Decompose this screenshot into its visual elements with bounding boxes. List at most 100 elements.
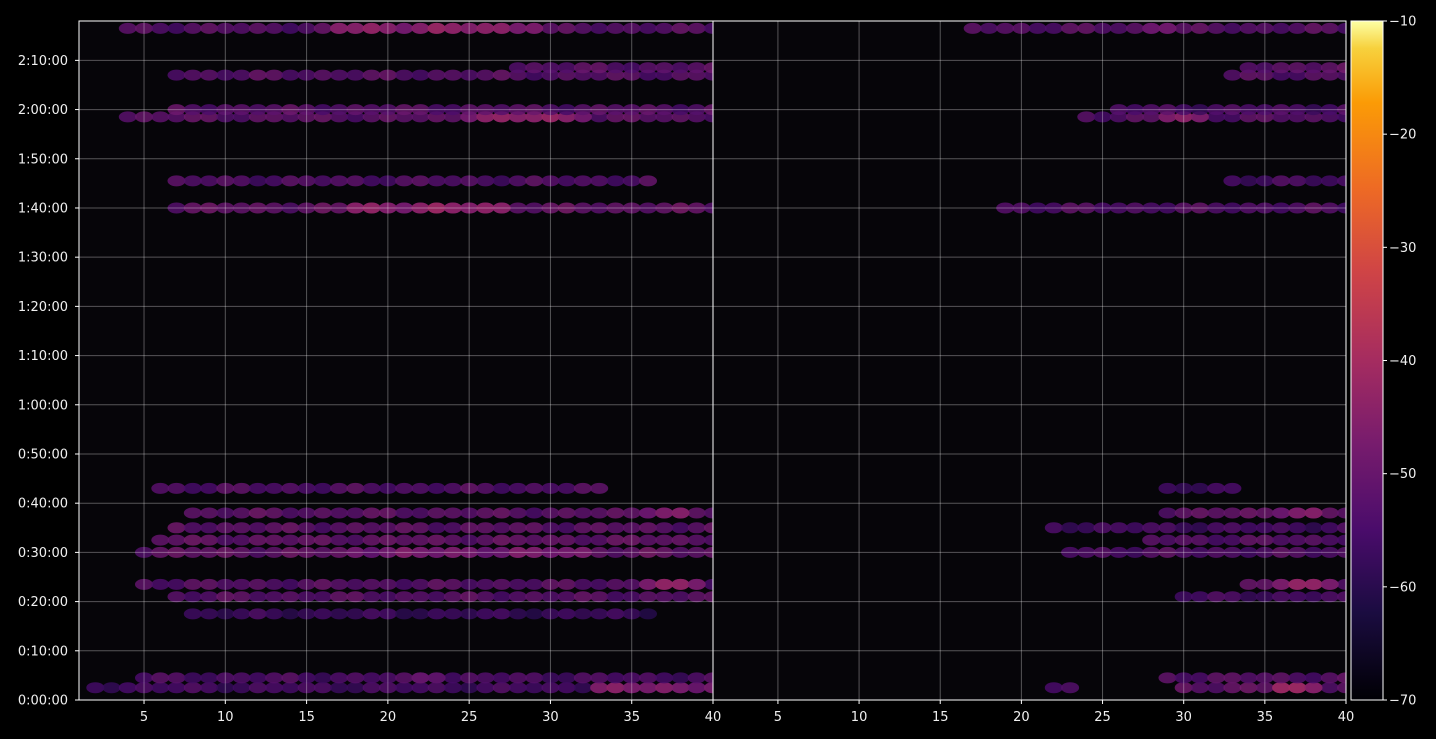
heatmap-cell [573, 522, 592, 534]
heatmap-cell [395, 682, 414, 694]
heatmap-cell [395, 0, 413, 4]
heatmap-cell [639, 608, 657, 620]
heatmap-cell [1126, 6, 1144, 17]
heatmap-cell [1337, 6, 1355, 17]
heatmap-cell [525, 578, 544, 590]
heatmap-cell [1223, 69, 1242, 81]
heatmap-cell [362, 507, 381, 519]
heatmap-cell [590, 482, 609, 494]
heatmap-cell [704, 104, 713, 116]
heatmap-cell [541, 591, 560, 603]
heatmap-cell [573, 682, 592, 694]
x-tick-label: 30 [542, 710, 559, 725]
heatmap-cell [1190, 534, 1209, 546]
heatmap-cell [362, 591, 381, 603]
y-tick-label: 2:00:00 [18, 103, 68, 118]
heatmap-cell [492, 682, 511, 694]
heatmap-cell [379, 6, 397, 17]
heatmap-cell [460, 507, 479, 519]
heatmap-cell [1158, 22, 1177, 34]
heatmap-cell [476, 69, 495, 81]
y-tick-label: 1:50:00 [18, 152, 68, 167]
heatmap-cell [541, 507, 560, 519]
heatmap-cell [1077, 522, 1096, 534]
heatmap-cell [135, 546, 153, 558]
heatmap-cell [622, 202, 641, 214]
heatmap-cell [1304, 22, 1323, 34]
heatmap-cell [1272, 578, 1291, 590]
heatmap-cell [1288, 175, 1307, 187]
heatmap-cell [1174, 104, 1193, 116]
heatmap-cell [443, 507, 462, 519]
heatmap-cell [541, 62, 560, 74]
heatmap-cell [639, 591, 657, 603]
heatmap-cell [265, 534, 284, 546]
heatmap-cell [443, 591, 462, 603]
heatmap-cell [1255, 591, 1274, 603]
heatmap-cell [1240, 6, 1258, 17]
heatmap-cell [395, 6, 413, 17]
heatmap-cell [606, 22, 625, 34]
heatmap-cell [378, 534, 397, 546]
heatmap-cell [1288, 522, 1307, 534]
heatmap-cell [1239, 202, 1258, 214]
heatmap-cell [1320, 578, 1339, 590]
heatmap-cell [622, 22, 641, 34]
heatmap-cell [460, 175, 479, 187]
heatmap-cell [118, 682, 137, 694]
heatmap-cell [378, 175, 397, 187]
heatmap-cell [964, 6, 982, 17]
heatmap-cell [671, 682, 690, 694]
heatmap-cell [1077, 22, 1096, 34]
heatmap-cell [330, 104, 349, 116]
heatmap-cell [1126, 522, 1144, 534]
heatmap-cell [1012, 22, 1031, 34]
heatmap-cell [1320, 175, 1339, 187]
heatmap-cell [151, 578, 170, 590]
heatmap-cell [492, 104, 511, 116]
heatmap-cell [313, 578, 332, 590]
heatmap-cell [590, 202, 609, 214]
heatmap-cell [119, 6, 137, 17]
heatmap-cell [1337, 578, 1346, 590]
heatmap-cell [460, 608, 479, 620]
heatmap-cell [525, 6, 543, 17]
heatmap-cell [151, 6, 169, 17]
heatmap-cell [151, 111, 170, 123]
heatmap-cell [606, 507, 625, 519]
heatmap-cell [265, 69, 284, 81]
heatmap-cell [671, 522, 690, 534]
heatmap-cell [346, 6, 364, 17]
x-tick-label: 10 [851, 710, 868, 725]
heatmap-cell [1288, 0, 1306, 4]
heatmap-cell [1337, 175, 1346, 187]
heatmap-cell [183, 522, 202, 534]
heatmap-cell [411, 175, 430, 187]
heatmap-cell [183, 608, 202, 620]
heatmap-cell [606, 175, 625, 187]
heatmap-cell [622, 682, 641, 694]
heatmap-cell [525, 62, 544, 74]
heatmap-cell [671, 507, 690, 519]
heatmap-cell [525, 175, 544, 187]
heatmap-cell [671, 578, 690, 590]
heatmap-cell [427, 682, 446, 694]
heatmap-cell [427, 507, 446, 519]
x-tick-label: 20 [1013, 710, 1030, 725]
heatmap-cell [1255, 175, 1274, 187]
heatmap-cell [541, 578, 560, 590]
heatmap-cell [346, 175, 365, 187]
heatmap-cell [525, 522, 544, 534]
heatmap-cell [265, 682, 284, 694]
heatmap-cell [574, 6, 592, 17]
heatmap-cell [281, 546, 300, 558]
heatmap-cell [1256, 0, 1274, 4]
heatmap-cell [655, 22, 674, 34]
heatmap-cell [395, 22, 414, 34]
heatmap-cell [460, 202, 479, 214]
heatmap-cell [1272, 591, 1291, 603]
heatmap-cell [411, 507, 430, 519]
heatmap-cell [428, 0, 446, 4]
y-tick-label: 1:30:00 [18, 251, 68, 266]
heatmap-cell [1288, 591, 1307, 603]
